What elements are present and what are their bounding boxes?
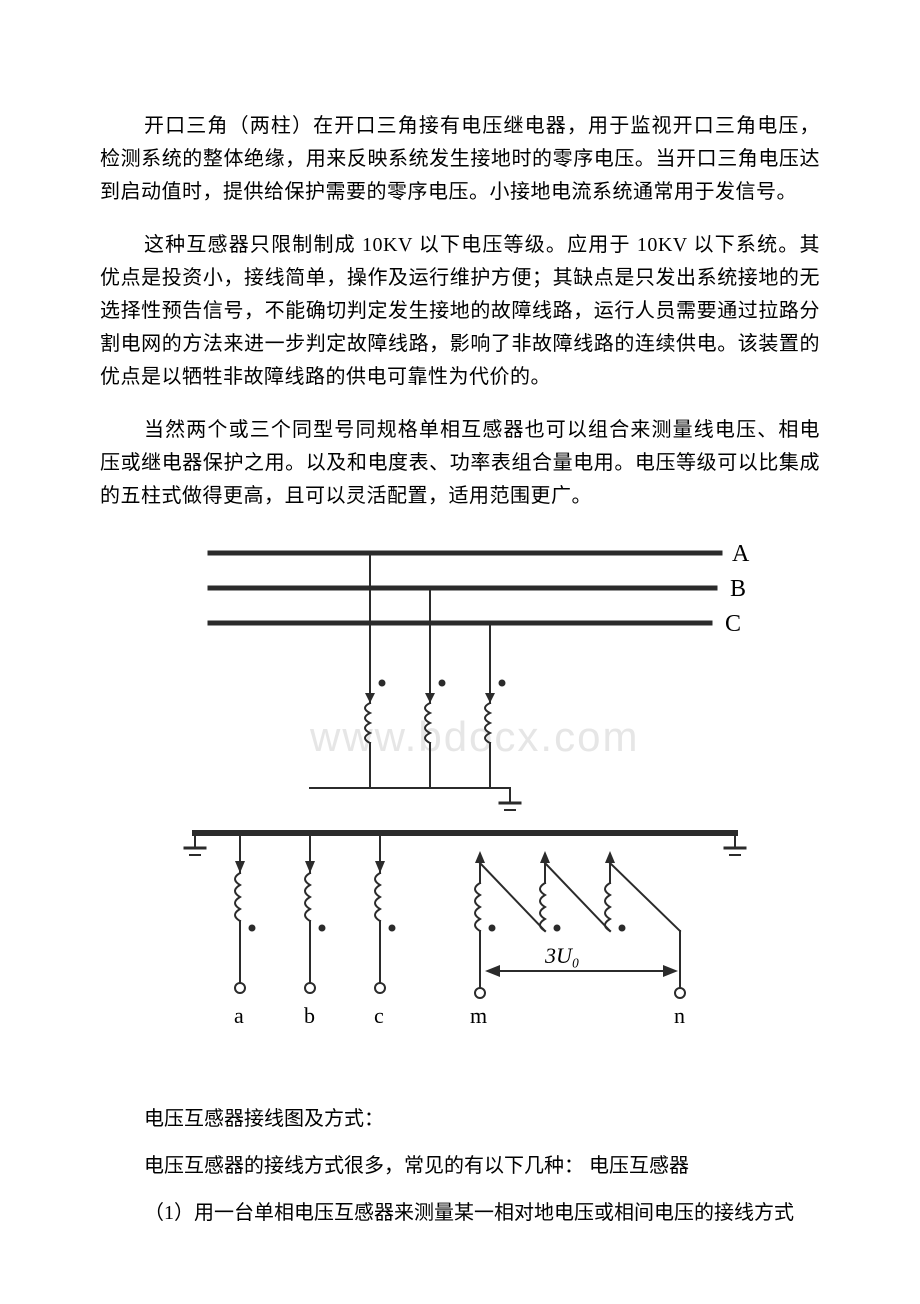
- terminal-label-m: m: [470, 1003, 487, 1028]
- terminal-label-a: a: [234, 1003, 244, 1028]
- busbar-label-b: B: [730, 576, 746, 602]
- open-delta-group: [475, 851, 685, 998]
- terminal-label-n: n: [674, 1003, 685, 1028]
- zero-seq-voltage-label: 3U₀: [544, 943, 580, 968]
- primary-arrows: [365, 683, 495, 703]
- paragraph-2: 这种互感器只限制制成 10KV 以下电压等级。应用于 10KV 以下系统。其优点…: [100, 229, 820, 394]
- caption-line-1: 电压互感器接线图及方式：: [100, 1103, 820, 1136]
- voltage-transformer-wiring-diagram: A B C a b c m n 3U₀: [150, 533, 770, 1073]
- secondary-left-group: [235, 833, 395, 993]
- paragraph-1: 开口三角（两柱）在开口三角接有电压继电器，用于监视开口三角电压，检测系统的整体绝…: [100, 110, 820, 209]
- primary-coils: [365, 703, 490, 743]
- terminal-label-b: b: [304, 1003, 315, 1028]
- terminal-label-c: c: [374, 1003, 384, 1028]
- busbar-label-c: C: [725, 611, 741, 637]
- document-page: 开口三角（两柱）在开口三角接有电压继电器，用于监视开口三角电压，检测系统的整体绝…: [0, 0, 920, 1304]
- wiring-diagram-container: www.bdocx.com: [150, 533, 770, 1073]
- paragraph-3: 当然两个或三个同型号同规格单相互感器也可以组合来测量线电压、相电压或继电器保护之…: [100, 414, 820, 513]
- busbar-label-a: A: [732, 541, 750, 567]
- caption-line-3: （1）用一台单相电压互感器来测量某一相对地电压或相间电压的接线方式: [100, 1197, 820, 1230]
- caption-line-2: 电压互感器的接线方式很多，常见的有以下几种： 电压互感器: [100, 1150, 820, 1183]
- zero-sequence-arrow: [485, 965, 678, 977]
